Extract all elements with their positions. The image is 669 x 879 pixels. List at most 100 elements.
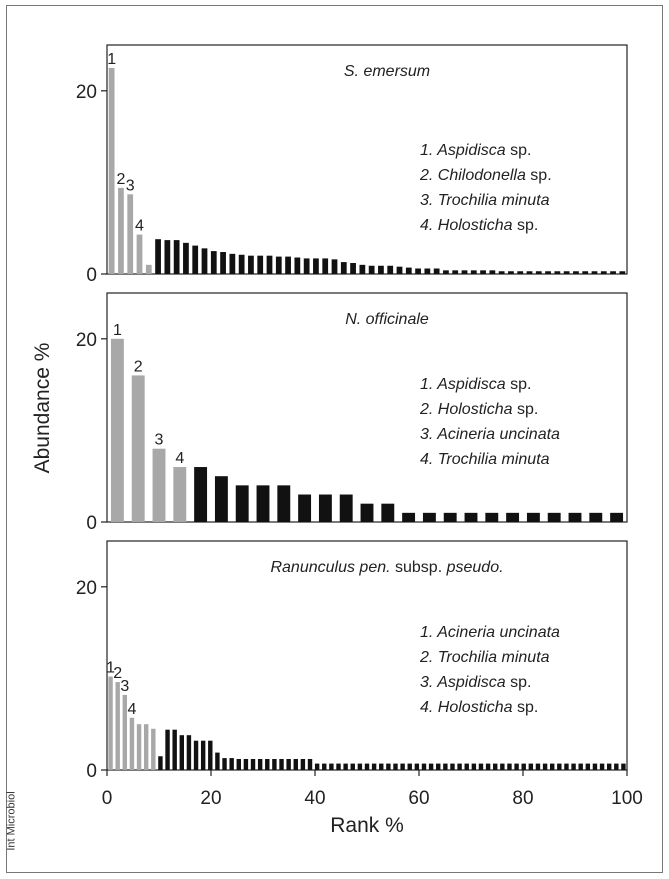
panel-title-part: Ranunculus pen. — [270, 559, 390, 576]
bar-rank-59 — [521, 763, 526, 770]
legend-species: 3. Aspidisca — [420, 674, 506, 691]
bar-rank-24 — [272, 759, 277, 770]
bar-rank-1 — [108, 676, 113, 770]
bar-rank-70 — [599, 763, 605, 770]
bar-rank-64 — [557, 763, 562, 770]
bar-rank-32 — [329, 763, 334, 770]
bar-rank-19 — [275, 256, 282, 274]
bar-rank-24 — [322, 258, 329, 274]
bar-rank-49 — [450, 763, 455, 770]
bar-rank-36 — [357, 763, 363, 770]
bar-rank-28 — [300, 759, 306, 770]
bar-rank-35 — [424, 268, 431, 274]
bar-rank-11 — [179, 735, 185, 770]
bar-rank-65 — [564, 763, 569, 770]
legend-entry-1: 1. Acineria uncinata — [420, 624, 560, 641]
bar-rank-24 — [589, 512, 603, 522]
rank-label-4: 4 — [135, 218, 144, 235]
y-tick-label: 20 — [76, 578, 97, 599]
bar-rank-41 — [393, 763, 398, 770]
legend-species: 1. Aspidisca — [420, 142, 506, 159]
bar-rank-69 — [592, 763, 598, 770]
bar-rank-5 — [145, 264, 152, 274]
bar-rank-18 — [229, 758, 234, 770]
bar-rank-16 — [215, 752, 220, 770]
bar-rank-15 — [208, 740, 213, 770]
bar-rank-29 — [368, 265, 375, 274]
bar-rank-56 — [500, 763, 505, 770]
bar-rank-46 — [428, 763, 434, 770]
x-tick-label: 20 — [200, 788, 221, 809]
rank-label-3: 3 — [155, 432, 164, 449]
bar-rank-45 — [421, 763, 427, 770]
bar-rank-67 — [578, 763, 583, 770]
bar-rank-4 — [129, 717, 135, 770]
bar-rank-42 — [489, 270, 496, 274]
bar-rank-19 — [236, 759, 241, 770]
bar-rank-3 — [127, 194, 134, 274]
bar-rank-43 — [498, 271, 505, 274]
bar-rank-41 — [480, 270, 486, 274]
bar-rank-6 — [155, 239, 161, 274]
legend-entry-2: 2. Chilodonella sp. — [419, 167, 552, 184]
y-tick-label: 20 — [76, 82, 97, 103]
legend-entry-1: 1. Aspidisca sp. — [420, 376, 531, 393]
legend-entry-3: 3. Trochilia minuta — [420, 192, 550, 209]
bar-rank-17 — [257, 255, 264, 274]
bar-rank-29 — [307, 759, 313, 770]
bar-rank-40 — [470, 270, 477, 274]
bar-rank-33 — [336, 763, 341, 770]
rank-label-2: 2 — [134, 358, 143, 375]
bar-rank-1 — [110, 338, 124, 522]
x-tick-label: 40 — [304, 788, 325, 809]
legend-sp: sp. — [526, 167, 552, 184]
bar-rank-60 — [528, 763, 534, 770]
bar-rank-6 — [214, 476, 228, 522]
legend-entry-4: 4. Holosticha sp. — [420, 699, 538, 716]
bar-rank-11 — [318, 494, 332, 522]
bar-rank-8 — [256, 485, 270, 522]
x-tick-label: 80 — [512, 788, 533, 809]
legend-sp: sp. — [513, 699, 539, 716]
bar-rank-10 — [298, 494, 312, 522]
legend-species: 2. Holosticha — [419, 401, 513, 418]
legend-sp: sp. — [513, 217, 539, 234]
bar-rank-27 — [350, 263, 356, 274]
bar-rank-37 — [443, 270, 449, 274]
bar-rank-4 — [136, 234, 143, 274]
bar-rank-34 — [415, 268, 421, 274]
x-tick-label: 0 — [102, 788, 113, 809]
bar-rank-44 — [508, 271, 514, 274]
legend-species: 2. Chilodonella — [419, 167, 526, 184]
bar-rank-20 — [285, 256, 291, 274]
bar-rank-52 — [471, 763, 477, 770]
bar-rank-14 — [381, 503, 395, 522]
bar-rank-2 — [131, 375, 145, 522]
bar-rank-23 — [568, 512, 582, 522]
x-axis-title: Rank % — [330, 814, 404, 837]
bar-rank-25 — [279, 759, 284, 770]
bar-rank-48 — [545, 271, 551, 274]
legend-entry-2: 2. Holosticha sp. — [419, 401, 538, 418]
bar-rank-3 — [152, 448, 166, 522]
rank-label-4: 4 — [127, 701, 136, 718]
bar-rank-11 — [201, 248, 208, 274]
bar-rank-2 — [118, 187, 124, 274]
bar-rank-50 — [457, 763, 462, 770]
bar-rank-47 — [436, 763, 441, 770]
bar-rank-3 — [122, 694, 128, 770]
bar-rank-13 — [193, 740, 199, 770]
bar-rank-30 — [314, 763, 320, 770]
bar-rank-14 — [229, 253, 236, 274]
bar-rank-52 — [582, 271, 589, 274]
bar-rank-39 — [379, 763, 384, 770]
bar-rank-54 — [600, 271, 607, 274]
bar-rank-16 — [248, 255, 254, 274]
bar-rank-71 — [606, 763, 612, 770]
bar-rank-21 — [294, 257, 301, 274]
figure-frame — [6, 5, 663, 873]
bar-rank-51 — [573, 271, 579, 274]
bar-rank-22 — [547, 512, 561, 522]
bar-rank-73 — [621, 763, 626, 770]
